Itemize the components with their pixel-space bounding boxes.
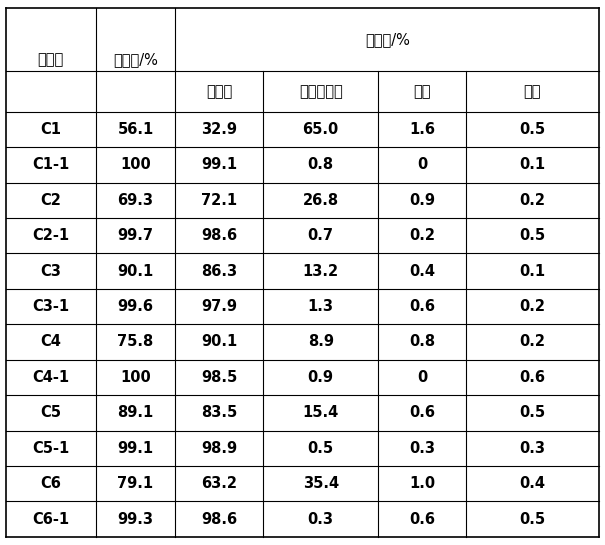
Text: 转化率/%: 转化率/% xyxy=(113,52,158,68)
Text: 13.2: 13.2 xyxy=(302,264,339,278)
Text: C2-1: C2-1 xyxy=(32,228,70,243)
Text: 0.9: 0.9 xyxy=(308,370,333,385)
Text: 0.5: 0.5 xyxy=(519,512,546,526)
Text: 99.1: 99.1 xyxy=(201,158,237,172)
Text: 99.3: 99.3 xyxy=(117,512,154,526)
Text: 0: 0 xyxy=(417,370,427,385)
Text: 0.6: 0.6 xyxy=(520,370,545,385)
Text: 0.3: 0.3 xyxy=(520,441,545,456)
Text: 99.7: 99.7 xyxy=(117,228,154,243)
Text: 乙醇酸甲酯: 乙醇酸甲酯 xyxy=(299,84,342,99)
Text: 86.3: 86.3 xyxy=(201,264,237,278)
Text: 0.1: 0.1 xyxy=(519,264,546,278)
Text: 0.6: 0.6 xyxy=(409,405,435,420)
Text: C1: C1 xyxy=(41,122,61,137)
Text: 99.1: 99.1 xyxy=(117,441,154,456)
Text: C2: C2 xyxy=(41,193,61,208)
Text: 97.9: 97.9 xyxy=(201,299,237,314)
Text: 0: 0 xyxy=(417,158,427,172)
Text: 0.3: 0.3 xyxy=(409,441,435,456)
Text: 0.5: 0.5 xyxy=(519,122,546,137)
Text: 1.3: 1.3 xyxy=(308,299,333,314)
Text: 35.4: 35.4 xyxy=(302,476,339,491)
Text: 乙二醇: 乙二醇 xyxy=(206,84,232,99)
Text: 65.0: 65.0 xyxy=(302,122,339,137)
Text: 1.6: 1.6 xyxy=(409,122,435,137)
Text: 99.6: 99.6 xyxy=(117,299,154,314)
Text: 0.2: 0.2 xyxy=(409,228,435,243)
Text: 0.4: 0.4 xyxy=(409,264,435,278)
Text: 0.3: 0.3 xyxy=(308,512,333,526)
Text: 90.1: 90.1 xyxy=(117,264,154,278)
Text: 0.2: 0.2 xyxy=(520,193,545,208)
Text: 98.6: 98.6 xyxy=(201,512,237,526)
Text: C4-1: C4-1 xyxy=(32,370,70,385)
Text: 0.2: 0.2 xyxy=(520,335,545,349)
Text: 26.8: 26.8 xyxy=(302,193,339,208)
Text: 98.9: 98.9 xyxy=(201,441,237,456)
Text: 0.5: 0.5 xyxy=(519,405,546,420)
Text: 100: 100 xyxy=(120,158,151,172)
Text: C3-1: C3-1 xyxy=(32,299,70,314)
Text: 0.2: 0.2 xyxy=(520,299,545,314)
Text: 0.4: 0.4 xyxy=(520,476,545,491)
Text: C5: C5 xyxy=(41,405,61,420)
Text: C5-1: C5-1 xyxy=(32,441,70,456)
Text: 72.1: 72.1 xyxy=(201,193,237,208)
Text: 0.7: 0.7 xyxy=(308,228,333,243)
Text: 0.5: 0.5 xyxy=(307,441,334,456)
Text: 89.1: 89.1 xyxy=(117,405,154,420)
Text: 0.5: 0.5 xyxy=(519,228,546,243)
Text: 90.1: 90.1 xyxy=(201,335,237,349)
Text: C6-1: C6-1 xyxy=(32,512,70,526)
Text: C6: C6 xyxy=(41,476,61,491)
Text: 8.9: 8.9 xyxy=(308,335,333,349)
Text: 83.5: 83.5 xyxy=(201,405,237,420)
Text: 其它: 其它 xyxy=(524,84,541,99)
Text: 选择性/%: 选择性/% xyxy=(365,32,410,47)
Text: 1.0: 1.0 xyxy=(409,476,435,491)
Text: 63.2: 63.2 xyxy=(201,476,237,491)
Text: 0.8: 0.8 xyxy=(409,335,435,349)
Text: C3: C3 xyxy=(41,264,61,278)
Text: 15.4: 15.4 xyxy=(302,405,339,420)
Text: C1-1: C1-1 xyxy=(32,158,70,172)
Text: 69.3: 69.3 xyxy=(117,193,154,208)
Text: 0.6: 0.6 xyxy=(409,299,435,314)
Text: 56.1: 56.1 xyxy=(117,122,154,137)
Text: 75.8: 75.8 xyxy=(117,335,154,349)
Text: 98.6: 98.6 xyxy=(201,228,237,243)
Text: 催化剂: 催化剂 xyxy=(38,52,64,68)
Text: 98.5: 98.5 xyxy=(201,370,237,385)
Text: C4: C4 xyxy=(41,335,61,349)
Text: 0.1: 0.1 xyxy=(519,158,546,172)
Text: 100: 100 xyxy=(120,370,151,385)
Text: 0.6: 0.6 xyxy=(409,512,435,526)
Text: 0.8: 0.8 xyxy=(307,158,334,172)
Text: 79.1: 79.1 xyxy=(117,476,154,491)
Text: 32.9: 32.9 xyxy=(201,122,237,137)
Text: 乙醇: 乙醇 xyxy=(413,84,431,99)
Text: 0.9: 0.9 xyxy=(409,193,435,208)
